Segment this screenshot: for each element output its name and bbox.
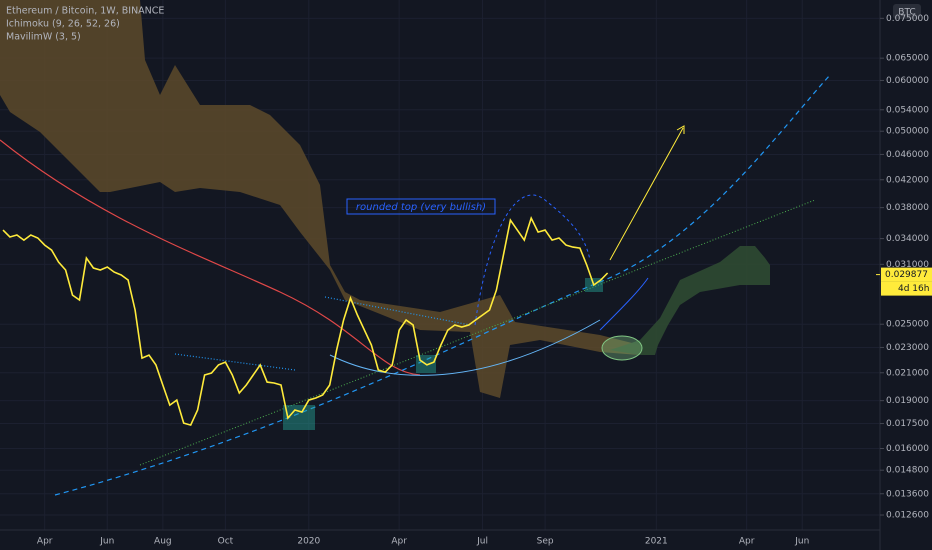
price-badge (881, 267, 932, 282)
x-tick-label: 2020 (297, 537, 320, 547)
x-tick-label: Jun (99, 537, 114, 547)
x-tick-label: Jul (476, 537, 488, 547)
y-tick-label: 0.023000 (886, 343, 929, 353)
indicator-label: MavilimW (3, 5) (6, 32, 81, 43)
trend-line (174, 353, 296, 371)
ichimoku-cloud (610, 246, 770, 355)
highlight-ellipse (601, 335, 643, 361)
x-tick-label: Sep (537, 537, 554, 547)
x-tick-label: Jun (794, 537, 809, 547)
y-tick-label: 0.017500 (886, 419, 929, 429)
last-price: 0.029877 (885, 270, 928, 280)
trend-curve (474, 194, 591, 326)
y-tick-label: 0.019000 (886, 396, 929, 406)
drawings (0, 0, 831, 496)
trend-curve (599, 277, 649, 331)
annotation-box (346, 198, 496, 215)
y-tick-label: 0.075000 (886, 14, 929, 24)
indicator-label: Ichimoku (9, 26, 52, 26) (6, 19, 120, 30)
ichimoku-cloud (0, 0, 640, 398)
price-line (2, 215, 609, 427)
x-tick-label: Apr (739, 537, 755, 547)
y-tick-label: 0.016000 (886, 444, 929, 454)
x-tick-label: Apr (37, 537, 53, 547)
y-tick-label: 0.038000 (886, 203, 929, 213)
trend-curve (54, 74, 831, 496)
trend-curve (329, 319, 601, 376)
trend-line (139, 199, 816, 466)
countdown-badge (881, 281, 932, 296)
y-tick-label: 0.012600 (886, 511, 929, 521)
y-tick-label: 0.021000 (886, 368, 929, 378)
y-tick-label: 0.065000 (886, 54, 929, 64)
y-tick-label: 0.034000 (886, 234, 929, 244)
y-tick-label: 0.060000 (886, 76, 929, 86)
y-tick-label: 0.050000 (886, 127, 929, 137)
y-tick-label: 0.042000 (886, 175, 929, 185)
currency-badge (893, 4, 921, 19)
x-tick-label: Aug (154, 537, 172, 547)
x-tick-label: Oct (218, 537, 234, 547)
mavilim-line (0, 139, 421, 376)
currency: BTC (898, 8, 915, 18)
arrow-head (676, 125, 685, 134)
y-tick-label: 0.054000 (886, 105, 929, 115)
y-tick-label: 0.013600 (886, 489, 929, 499)
countdown: 4d 16h (898, 284, 929, 294)
chart-title: Ethereum / Bitcoin, 1W, BINANCE (6, 6, 164, 17)
annotation: rounded top (very bullish) (356, 202, 486, 213)
x-tick-label: Apr (391, 537, 407, 547)
y-tick-label: 0.031000 (886, 260, 929, 270)
y-tick-label: 0.014800 (886, 466, 929, 476)
x-tick-label: 2021 (645, 537, 668, 547)
y-tick-label: 0.025000 (886, 320, 929, 330)
y-tick-label: 0.046000 (886, 150, 929, 160)
arrow (609, 127, 684, 261)
